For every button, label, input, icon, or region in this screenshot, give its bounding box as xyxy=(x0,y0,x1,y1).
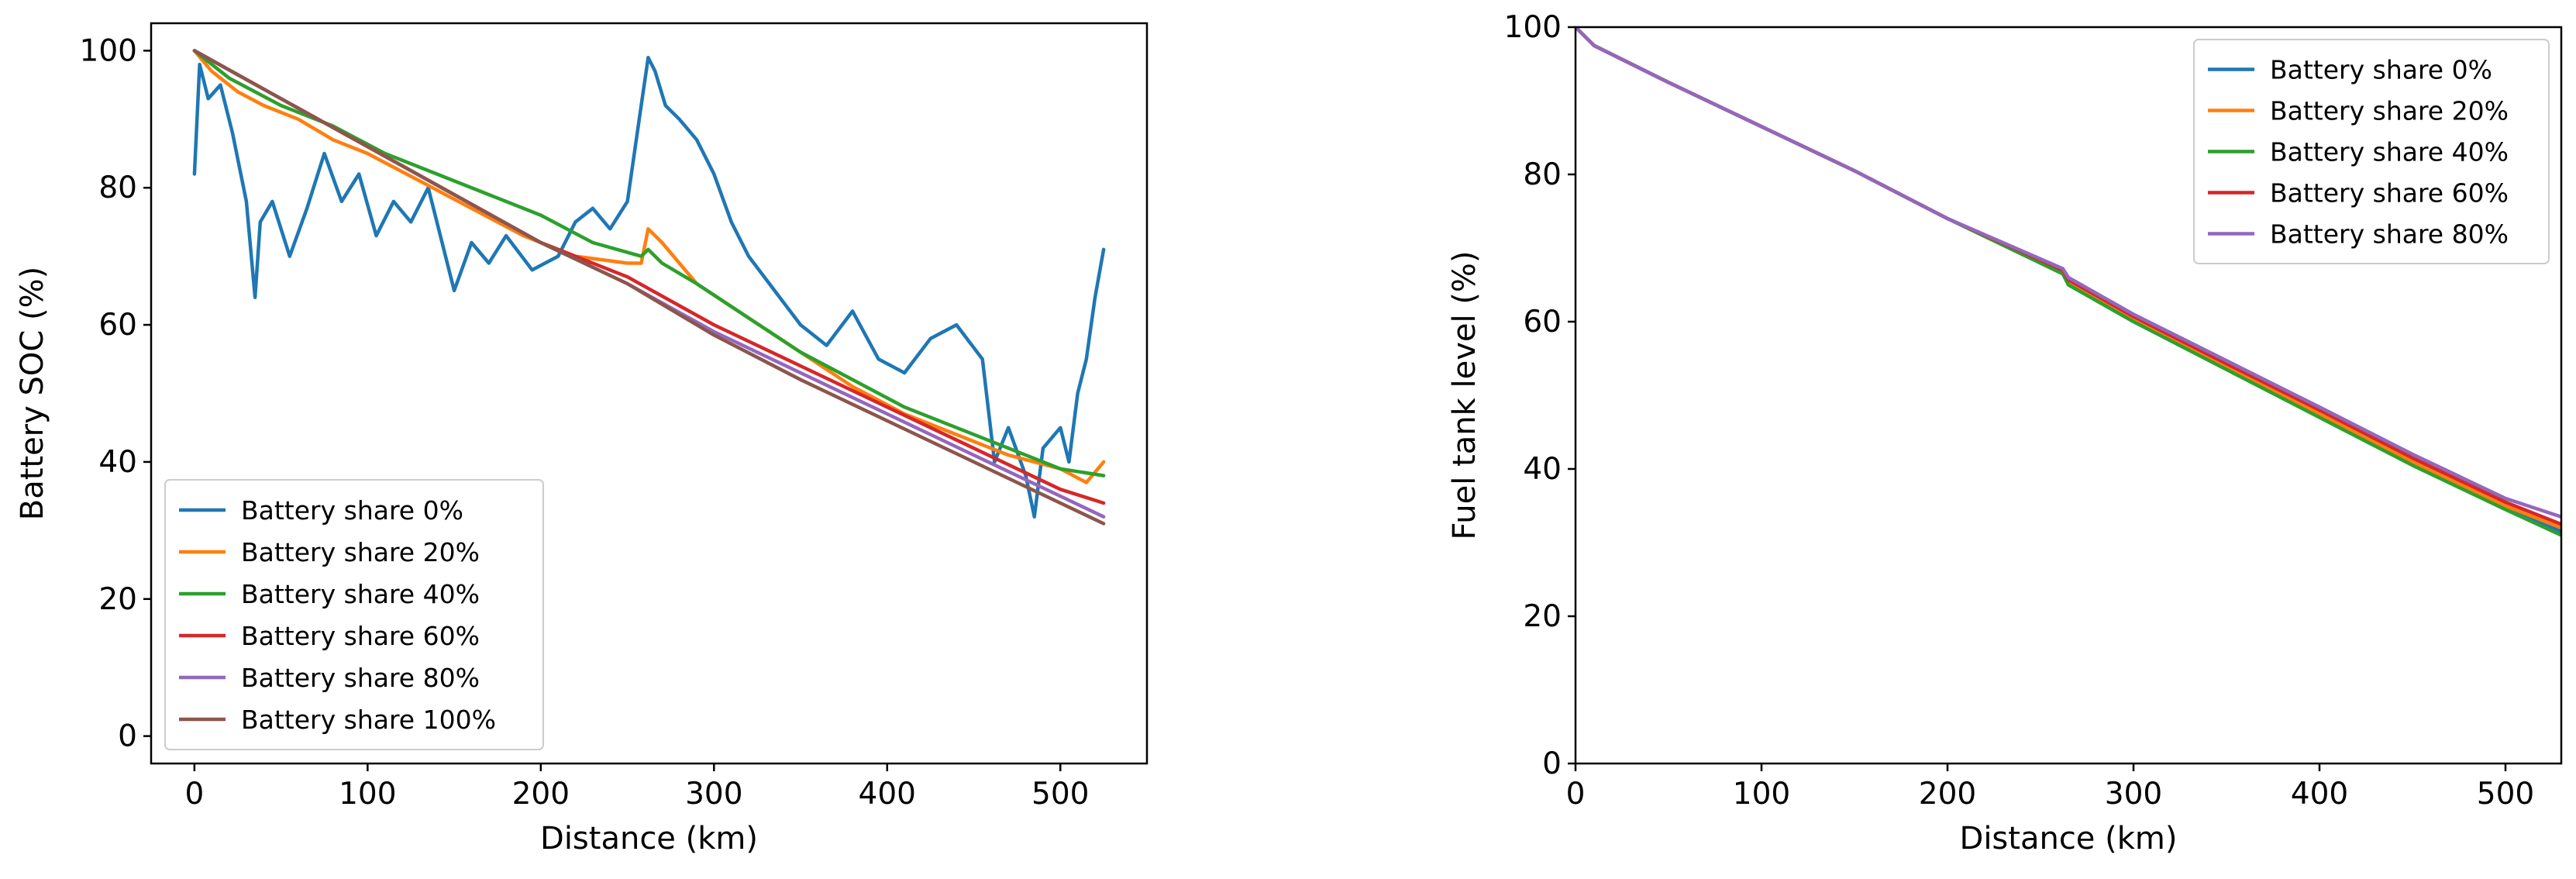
y-tick-label: 20 xyxy=(1523,599,1562,634)
y-tick-label: 100 xyxy=(1504,10,1562,45)
legend-label: Battery share 60% xyxy=(241,621,480,651)
legend-label: Battery share 20% xyxy=(241,537,480,567)
x-tick-label: 0 xyxy=(184,777,204,812)
x-tick-label: 400 xyxy=(859,777,916,812)
y-tick-label: 0 xyxy=(1542,746,1562,781)
x-tick-label: 500 xyxy=(1031,777,1089,812)
series-line-battery-share-80 xyxy=(1576,27,2561,519)
y-axis-label: Fuel tank level (%) xyxy=(1447,250,1483,539)
axes-frame xyxy=(150,22,1149,765)
chart-battery-soc: 0 100 200 300 400 500 0 20 40 60 80 100 Distance (km… xyxy=(15,22,1149,857)
legend-label: Battery share 0% xyxy=(241,495,463,526)
y-tick-label: 80 xyxy=(98,171,137,205)
y-tick-label: 60 xyxy=(98,308,137,343)
legend-label: Battery share 80% xyxy=(2270,219,2509,250)
x-tick-label: 200 xyxy=(512,777,570,812)
x-tick-label: 300 xyxy=(685,777,742,812)
y-tick-label: 20 xyxy=(98,582,137,617)
y-tick-label: 0 xyxy=(118,719,137,754)
x-axis-label: Distance (km) xyxy=(1960,821,2178,857)
chart-fuel-tank-level: 0 100 200 300 400 500 0 20 40 60 80 100 Distance (km… xyxy=(1447,10,2563,857)
x-tick-label: 300 xyxy=(2105,777,2162,812)
legend-label: Battery share 0% xyxy=(2270,55,2492,85)
series-line-battery-share-20 xyxy=(192,49,1106,484)
legend-box xyxy=(164,479,544,750)
x-tick-label: 200 xyxy=(1919,777,1976,812)
legend-box xyxy=(2193,39,2550,264)
legend-label: Battery share 80% xyxy=(241,663,480,693)
x-tick-label: 0 xyxy=(1566,777,1586,812)
y-tick-label: 60 xyxy=(1523,305,1562,340)
x-tick-label: 500 xyxy=(2477,777,2534,812)
plot-area xyxy=(192,49,1106,526)
axes-frame xyxy=(1574,26,2563,765)
x-tick-label: 100 xyxy=(1733,777,1790,812)
y-tick-label: 40 xyxy=(1523,452,1562,487)
y-axis-label: Battery SOC (%) xyxy=(15,267,50,521)
series-line-battery-share-100 xyxy=(192,49,1106,526)
x-tick-label: 100 xyxy=(339,777,396,812)
series-line-battery-share-40 xyxy=(192,49,1106,477)
plot-area xyxy=(1576,27,2561,537)
legend-label: Battery share 40% xyxy=(2270,137,2509,167)
series-line-battery-share-60 xyxy=(192,49,1106,505)
legend: Battery share 0% Battery share 20% Battery… xyxy=(2193,39,2550,264)
legend-label: Battery share 60% xyxy=(2270,178,2509,209)
y-tick-label: 80 xyxy=(1523,157,1562,192)
x-tick-label: 400 xyxy=(2291,777,2348,812)
legend-label: Battery share 100% xyxy=(241,705,496,735)
legend-label: Battery share 40% xyxy=(241,579,480,609)
y-tick-label: 40 xyxy=(98,445,137,480)
y-tick-label: 100 xyxy=(80,33,137,68)
legend: Battery share 0% Battery share 20% Battery… xyxy=(164,479,544,750)
legend-label: Battery share 20% xyxy=(2270,96,2509,126)
x-axis-label: Distance (km) xyxy=(540,821,758,857)
